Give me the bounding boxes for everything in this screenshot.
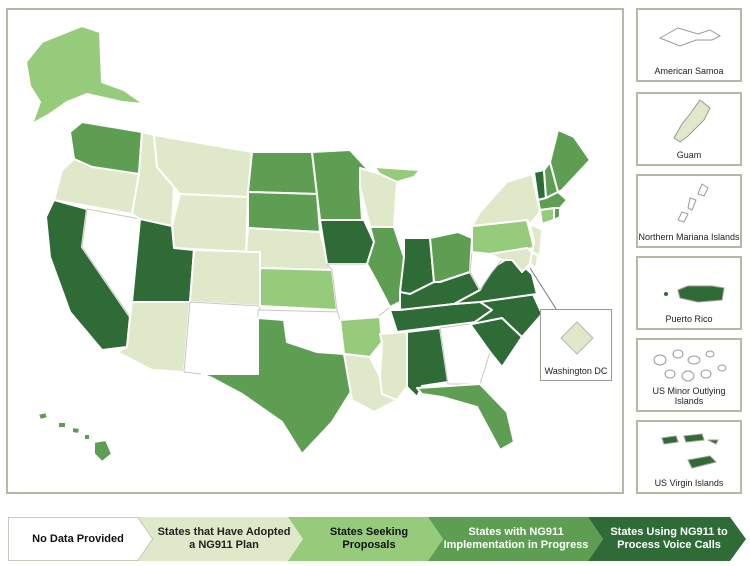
legend-swatch-adopted: [138, 517, 303, 561]
guam-icon: [673, 99, 711, 143]
state-ri[interactable]: [553, 207, 561, 221]
state-wy[interactable]: [171, 193, 249, 253]
legend-label-no-data: No Data Provided: [32, 532, 124, 545]
legend: No Data Provided States that Have Adopte…: [8, 517, 748, 561]
state-ga[interactable]: [439, 323, 491, 385]
dc-inset[interactable]: Washington DC: [540, 309, 612, 381]
territory-northern-mariana[interactable]: Northern Mariana Islands: [636, 174, 742, 248]
state-co[interactable]: [189, 249, 261, 307]
legend-swatch-proposals: [288, 517, 443, 561]
dc-label: Washington DC: [544, 366, 608, 376]
territory-minor-islands[interactable]: US Minor Outlying Islands: [636, 338, 742, 412]
legend-swatch-implementation: [428, 517, 603, 561]
american-samoa-icon: [658, 27, 722, 47]
territory-label: American Samoa: [654, 66, 724, 76]
legend-arrows: [8, 517, 746, 561]
legend-label-implementation: States with NG911 Implementation in Prog…: [443, 526, 589, 551]
territory-guam[interactable]: Guam: [636, 92, 742, 166]
territory-label: Puerto Rico: [665, 314, 713, 324]
state-ks[interactable]: [259, 267, 338, 311]
legend-swatch-voice-calls: [588, 517, 746, 561]
state-ms[interactable]: [379, 331, 408, 401]
state-nm[interactable]: [183, 301, 261, 375]
dc-shape: [560, 321, 594, 355]
territory-label: US Virgin Islands: [654, 478, 724, 488]
state-ct[interactable]: [539, 207, 555, 225]
virgin-islands-icon: [661, 433, 719, 469]
state-sd[interactable]: [247, 191, 321, 233]
state-il[interactable]: [366, 226, 405, 308]
minor-islands-icon: [653, 349, 727, 382]
state-nc[interactable]: [471, 291, 543, 338]
state-ny[interactable]: [471, 173, 541, 227]
state-nd[interactable]: [247, 151, 318, 195]
territory-label: Northern Mariana Islands: [638, 232, 740, 242]
state-ak[interactable]: [25, 25, 145, 125]
state-fl[interactable]: [416, 383, 515, 451]
territory-label: Guam: [676, 150, 702, 160]
state-tx[interactable]: [201, 317, 353, 455]
us-map: [25, 25, 591, 463]
legend-label-adopted: States that Have Adopted a NG911 Plan: [157, 526, 291, 551]
state-ia[interactable]: [319, 219, 375, 265]
state-mi[interactable]: [373, 166, 421, 183]
territory-puerto-rico[interactable]: Puerto Rico: [636, 256, 742, 330]
state-md[interactable]: [489, 247, 533, 273]
northern-mariana-icon: [677, 183, 709, 223]
state-hi[interactable]: [37, 411, 113, 463]
territory-american-samoa[interactable]: American Samoa: [636, 8, 742, 82]
state-me[interactable]: [549, 129, 591, 193]
territory-label: US Minor Outlying Islands: [652, 386, 726, 406]
state-ar[interactable]: [339, 316, 383, 358]
puerto-rico-icon: [664, 285, 725, 303]
territory-virgin-islands[interactable]: US Virgin Islands: [636, 420, 742, 494]
legend-label-voice-calls: States Using NG911 to Process Voice Call…: [610, 526, 728, 551]
us-map-frame: Washington DC: [6, 8, 624, 494]
legend-label-proposals: States Seeking Proposals: [329, 526, 409, 551]
dc-connector-line: [529, 267, 559, 313]
